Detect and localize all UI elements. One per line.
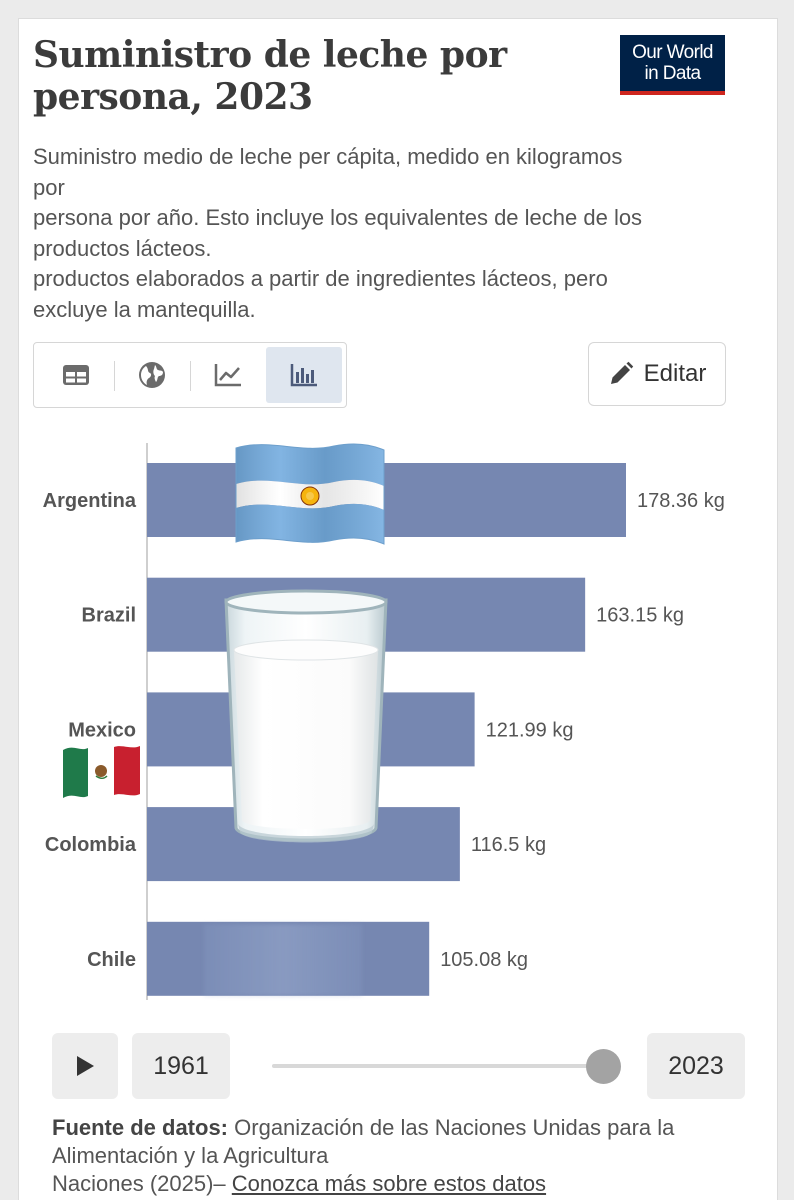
subtitle-line: excluye la mantequilla. — [33, 296, 256, 322]
bar-chart-icon — [290, 364, 317, 387]
end-year[interactable]: 2023 — [647, 1033, 745, 1099]
subtitle-line: Suministro medio de leche per cápita, me… — [33, 144, 623, 169]
subtitle-line: por — [33, 174, 65, 200]
line-chart-icon — [214, 364, 241, 387]
tab-line-chart[interactable] — [190, 347, 266, 403]
source-label: Fuente de datos: — [52, 1115, 229, 1140]
source-text: Organización de las Naciones Unidas para… — [234, 1115, 675, 1140]
value-label: 163.15 kg — [596, 605, 684, 627]
owid-logo[interactable]: Our World in Data — [620, 35, 725, 95]
argentina-flag-icon — [235, 443, 385, 545]
category-label: Brazil — [82, 605, 136, 627]
page-title: Suministro de leche por persona, 2023 — [33, 34, 507, 118]
edit-button-label: Editar — [643, 360, 707, 387]
category-label: Argentina — [43, 490, 137, 512]
learn-more-link[interactable]: Conozca más sobre estos datos — [231, 1171, 547, 1196]
bar-argentina[interactable] — [147, 463, 626, 537]
category-label: Chile — [87, 949, 136, 971]
globe-icon — [139, 362, 165, 388]
source-text: Alimentación y la Agricultura — [52, 1143, 329, 1168]
value-label: 105.08 kg — [440, 949, 528, 971]
table-icon — [63, 365, 89, 385]
subtitle-line: persona por año. Esto incluye los equiva… — [33, 205, 643, 230]
value-label: 121.99 kg — [486, 719, 574, 741]
timeline-track[interactable] — [272, 1064, 607, 1068]
timeline-handle[interactable] — [586, 1049, 621, 1084]
start-year[interactable]: 1961 — [132, 1033, 230, 1099]
value-label: 178.36 kg — [637, 490, 725, 512]
chart-subtitle: Suministro medio de leche per cápita, me… — [33, 142, 713, 325]
subtitle-line: productos lácteos. — [33, 235, 212, 261]
play-icon — [77, 1056, 94, 1076]
tab-table[interactable] — [38, 347, 114, 403]
bar-chile[interactable] — [147, 921, 430, 996]
value-label: 116.5 kg — [471, 834, 546, 856]
tab-bar-chart[interactable] — [266, 347, 342, 403]
milk-glass-icon — [224, 589, 388, 843]
tab-map[interactable] — [114, 347, 190, 403]
play-button[interactable] — [52, 1033, 118, 1099]
blurred-overlay — [204, 924, 362, 996]
edit-button[interactable]: Editar — [588, 342, 726, 406]
data-source: Fuente de datos: Organización de las Nac… — [52, 1114, 752, 1198]
logo-line2: in Data — [644, 63, 701, 84]
subtitle-line: productos elaborados a partir de ingredi… — [33, 266, 608, 291]
category-label: Mexico — [68, 719, 136, 741]
mexico-flag-icon — [63, 746, 140, 798]
view-tabs — [33, 342, 347, 408]
source-text: Naciones (2025)– — [52, 1171, 232, 1196]
category-label: Colombia — [45, 834, 137, 856]
pencil-icon — [610, 361, 633, 384]
logo-line1: Our World — [632, 42, 713, 63]
